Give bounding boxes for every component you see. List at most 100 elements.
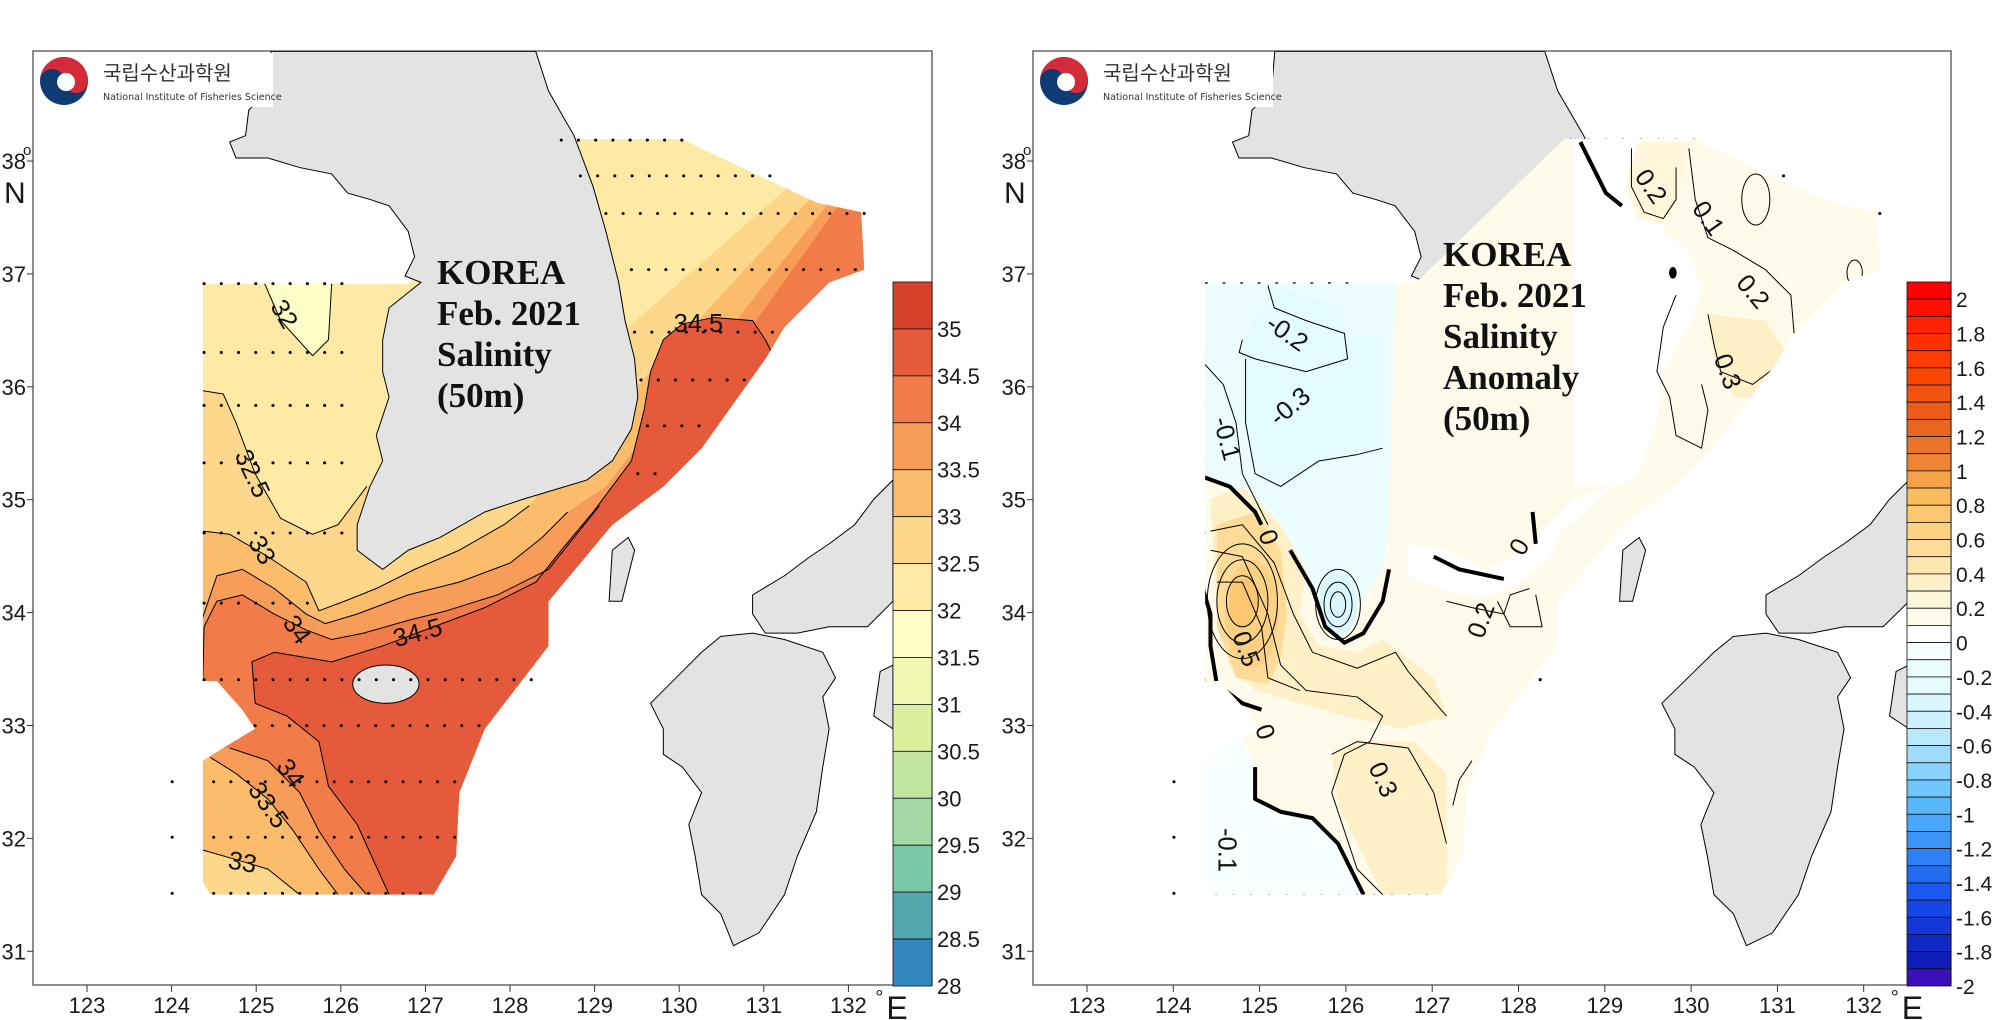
latitude-tick-label: 31: [1002, 939, 1026, 964]
colorbar-band: [1906, 298, 1952, 317]
colorbar-tick-label: 0: [1956, 633, 1968, 656]
colorbar-tick-label: 1.8: [1956, 324, 1985, 347]
station-dot: [682, 174, 686, 178]
colorbar-band: [1906, 762, 1952, 781]
station-dot: [613, 174, 617, 178]
station-dot: [418, 780, 422, 784]
longitude-tick-label: 130: [1673, 993, 1710, 1018]
station-dot: [271, 678, 275, 682]
station-markers: [170, 138, 866, 895]
station-dot: [793, 211, 797, 216]
contour-line: [265, 284, 332, 356]
colorbar-tick-label: 35: [937, 317, 961, 342]
station-dot: [719, 330, 723, 334]
station-dot: [332, 835, 336, 839]
latitude-tick-label: 38: [1002, 149, 1026, 174]
contour-line: [1226, 576, 1258, 627]
longitude-unit-label: E: [886, 990, 907, 1020]
station-dot: [733, 268, 737, 272]
station-dot: [862, 211, 866, 216]
longitude-degree-symbol: °: [875, 987, 883, 1009]
station-dot: [271, 403, 275, 407]
longitude-tick-label: 128: [492, 993, 529, 1018]
station-dot: [708, 378, 712, 382]
station-dot: [436, 835, 440, 839]
station-dot: [340, 350, 344, 355]
zero-contour-line: [1434, 557, 1504, 579]
colorbar-band: [1906, 384, 1952, 403]
station-dot: [628, 138, 632, 142]
station-dot: [263, 835, 267, 839]
nifs-logo: 국립수산과학원 National Institute of Fisheries S…: [1035, 53, 1282, 107]
colorbar-band: [892, 375, 933, 424]
colorbar-band: [1906, 573, 1952, 592]
colorbar-tick-label: 33.5: [937, 458, 980, 483]
station-dot: [742, 211, 746, 216]
station-dot: [673, 211, 677, 216]
contour-line: [1324, 582, 1352, 627]
station-dot: [673, 378, 677, 382]
station-dot: [288, 350, 292, 355]
station-dot: [340, 531, 344, 535]
station-dot: [663, 424, 667, 428]
colorbar-band: [1906, 728, 1952, 747]
title-line: KOREA: [1443, 235, 1572, 274]
station-dot: [305, 601, 309, 605]
station-dot: [836, 268, 840, 272]
station-dot: [305, 350, 309, 355]
colorbar-tick-label: -1: [1956, 804, 1975, 827]
latitude-tick-label: 32: [1002, 826, 1026, 851]
latitude-tick-label: 35: [2, 488, 26, 513]
longitude-tick-label: 132: [1845, 993, 1882, 1018]
station-dot: [697, 424, 701, 428]
colorbar-band: [1906, 521, 1952, 540]
station-dot: [596, 174, 600, 178]
station-dot: [246, 780, 250, 784]
station-dot: [495, 678, 499, 682]
colorbar-tick-label: 28.5: [937, 927, 980, 952]
colorbar-band: [1906, 470, 1952, 489]
station-dot: [409, 678, 413, 682]
station-dot: [323, 350, 327, 355]
station-dot: [391, 724, 395, 728]
colorbar-tick-label: 31.5: [937, 645, 980, 670]
longitude-tick-label: 125: [238, 993, 275, 1018]
colorbar-tick-label: -0.4: [1956, 701, 1993, 724]
station-dot: [254, 461, 258, 465]
station-dot: [680, 424, 684, 428]
colorbar-tick-label: 30.5: [937, 739, 980, 764]
station-dot: [237, 601, 241, 605]
station-dot: [630, 174, 634, 178]
station-dot: [611, 138, 615, 142]
colorbar-band: [892, 657, 933, 705]
station-dot: [811, 211, 815, 216]
colorbar-tick-label: -0.6: [1956, 736, 1992, 759]
colorbar: 35 34.5 34 33.5 33 32.5 32 31.5 31 30.5 30 29.5 29 28…: [892, 281, 980, 999]
station-dot: [367, 780, 371, 784]
longitude-axis: 123 124 125 126 127 128 129 130 131 132 ° E: [69, 985, 908, 1020]
colorbar-band: [892, 281, 933, 330]
station-dot: [212, 780, 216, 784]
station-dot: [367, 835, 371, 839]
latitude-tick-label: 35: [1002, 488, 1026, 513]
station-dot: [401, 780, 405, 784]
station-dot: [229, 891, 233, 895]
station-dot: [759, 211, 763, 216]
title-line: Anomaly: [1443, 358, 1580, 397]
colorbar-band: [1906, 813, 1952, 832]
colorbar-tick-label: 0.6: [1956, 530, 1985, 553]
logo-english-name: National Institute of Fisheries Science: [103, 92, 282, 103]
station-dot: [636, 472, 640, 476]
station-dot: [271, 350, 275, 355]
station-dot: [1781, 174, 1786, 178]
latitude-unit-label: N: [1004, 177, 1026, 210]
station-dot: [460, 678, 464, 682]
latitude-unit-label: N: [4, 177, 26, 210]
longitude-tick-label: 123: [1069, 993, 1106, 1018]
station-dot: [418, 835, 422, 839]
station-dot: [237, 403, 241, 407]
colorbar-band: [1906, 693, 1952, 712]
latitude-tick-label: 36: [2, 375, 26, 400]
salinity-anomaly-map-panel: -0.2-0.3-0.100.500.3-0.10.200.20.10.20.3…: [1002, 50, 1993, 1020]
colorbar-tick-label: 31: [937, 692, 961, 717]
